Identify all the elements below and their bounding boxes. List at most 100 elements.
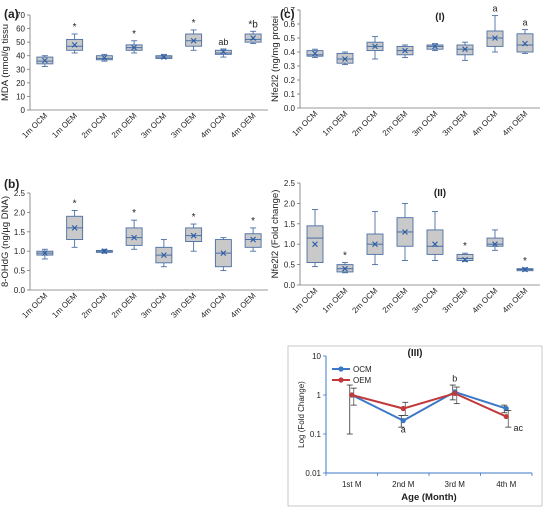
x-tick-label: 1m OEM: [321, 109, 350, 138]
x-tick-label: 2m OCM: [350, 286, 379, 315]
y-axis-label: 8-OHdG (ng/µg DNA): [0, 196, 11, 287]
panel-subtitle: (III): [408, 348, 423, 359]
mean-marker: [402, 229, 408, 235]
significance-label: *: [132, 208, 136, 219]
y-tick-label: 10: [312, 352, 321, 361]
y-tick-label: 40: [16, 52, 25, 61]
significance-label: *: [192, 212, 196, 223]
box-body: [426, 229, 444, 255]
x-tick-label: 3m OEM: [169, 291, 198, 320]
significance-label: *: [192, 18, 196, 29]
significance-label: *: [132, 29, 136, 40]
significance-label: *: [73, 22, 77, 33]
mean-marker: [372, 241, 378, 248]
x-tick-label: 2m OCM: [350, 109, 379, 138]
mean-marker: [312, 241, 318, 248]
y-tick-label: 2.5: [14, 189, 26, 198]
y-tick-label: 20: [16, 79, 25, 88]
x-tick-label: 4th M: [496, 480, 516, 489]
data-point: [503, 405, 509, 412]
panel-subtitle: (II): [434, 188, 446, 199]
significance-label: *: [463, 241, 467, 252]
significance-label: ac: [513, 423, 523, 433]
mean-marker: [101, 54, 108, 61]
y-tick-label: 0.1: [284, 90, 296, 99]
y-tick-label: 1.0: [284, 240, 296, 249]
mean-marker: [342, 56, 348, 62]
y-tick-label: 0.0: [284, 281, 296, 290]
significance-label: *b: [248, 19, 258, 30]
y-axis-label: Nfe2l2 (ng/mg protei: [270, 16, 281, 102]
legend-marker: [338, 377, 344, 383]
x-tick-label: 3m OEM: [441, 109, 470, 138]
mean-marker: [71, 41, 78, 48]
x-tick-label: 4m OCM: [199, 111, 228, 140]
x-tick-label: 4m OCM: [199, 291, 228, 320]
y-tick-label: 0.6: [284, 20, 296, 29]
significance-label: *: [73, 198, 77, 209]
y-tick-label: 0.4: [284, 48, 296, 57]
x-tick-label: 1m OCM: [20, 111, 49, 140]
x-tick-label: 2m OEM: [381, 286, 410, 315]
mean-marker: [522, 266, 528, 273]
y-tick-label: 0: [21, 106, 26, 115]
legend-marker: [338, 366, 344, 372]
box-body: [244, 233, 262, 248]
x-tick-label: 4m OEM: [229, 291, 258, 320]
x-tick-label: 4m OEM: [501, 286, 530, 315]
mean-marker: [372, 43, 378, 50]
x-tick-label: 3m OCM: [410, 109, 439, 138]
y-tick-label: 0.1: [310, 430, 322, 439]
y-tick-label: 0.0: [284, 104, 296, 113]
x-tick-label: 3m OCM: [139, 111, 168, 140]
x-tick-label: 4m OCM: [470, 286, 499, 315]
y-tick-label: 0.7: [284, 6, 296, 15]
x-tick-label: 1m OCM: [20, 291, 49, 320]
box-body: [456, 253, 474, 261]
y-tick-label: 60: [16, 25, 25, 34]
panel-label: (c): [280, 7, 295, 21]
x-tick-label: 3m OCM: [410, 286, 439, 315]
panel-label: (b): [4, 177, 19, 191]
x-tick-label: 3rd M: [445, 480, 466, 489]
significance-label: *: [251, 216, 255, 227]
y-tick-label: 30: [16, 65, 25, 74]
x-tick-label: 2m OCM: [80, 111, 109, 140]
x-tick-label: 1m OCM: [290, 286, 319, 315]
data-point: [349, 392, 355, 398]
y-tick-label: 0.0: [14, 286, 26, 295]
mean-marker: [402, 47, 408, 54]
y-tick-label: 2.0: [284, 199, 296, 208]
y-tick-label: 0.3: [284, 62, 296, 71]
x-tick-label: 1m OEM: [321, 286, 350, 315]
x-tick-label: 3m OEM: [169, 111, 198, 140]
y-tick-label: 1: [317, 391, 322, 400]
mean-marker: [131, 44, 138, 51]
mean-marker: [41, 250, 48, 257]
y-tick-label: 0.5: [284, 261, 296, 270]
mean-marker: [492, 241, 498, 248]
mean-marker: [220, 250, 227, 257]
x-tick-label: 4m OCM: [470, 109, 499, 138]
x-axis-label: Age (Month): [401, 492, 456, 503]
mean-marker: [160, 54, 167, 60]
y-tick-label: 70: [16, 11, 25, 20]
mean-marker: [462, 256, 468, 263]
data-point: [452, 390, 458, 396]
legend-label: OEM: [353, 376, 372, 385]
y-tick-label: 1.0: [14, 247, 26, 256]
mean-marker: [101, 248, 108, 255]
y-tick-label: 1.5: [14, 228, 26, 237]
y-tick-label: 2.5: [284, 179, 296, 188]
x-tick-label: 1st M: [342, 480, 362, 489]
mean-marker: [250, 35, 257, 41]
x-tick-label: 1m OCM: [290, 109, 319, 138]
x-tick-label: 2m OCM: [80, 291, 109, 320]
data-point: [400, 405, 406, 412]
significance-label: ab: [218, 37, 228, 47]
x-tick-label: 4m OEM: [229, 111, 258, 140]
x-tick-label: 1m OEM: [50, 111, 79, 140]
y-axis-label: Nfe2l2 (Fold change): [270, 190, 281, 279]
y-tick-label: 0.01: [305, 469, 321, 478]
mean-marker: [312, 50, 318, 57]
